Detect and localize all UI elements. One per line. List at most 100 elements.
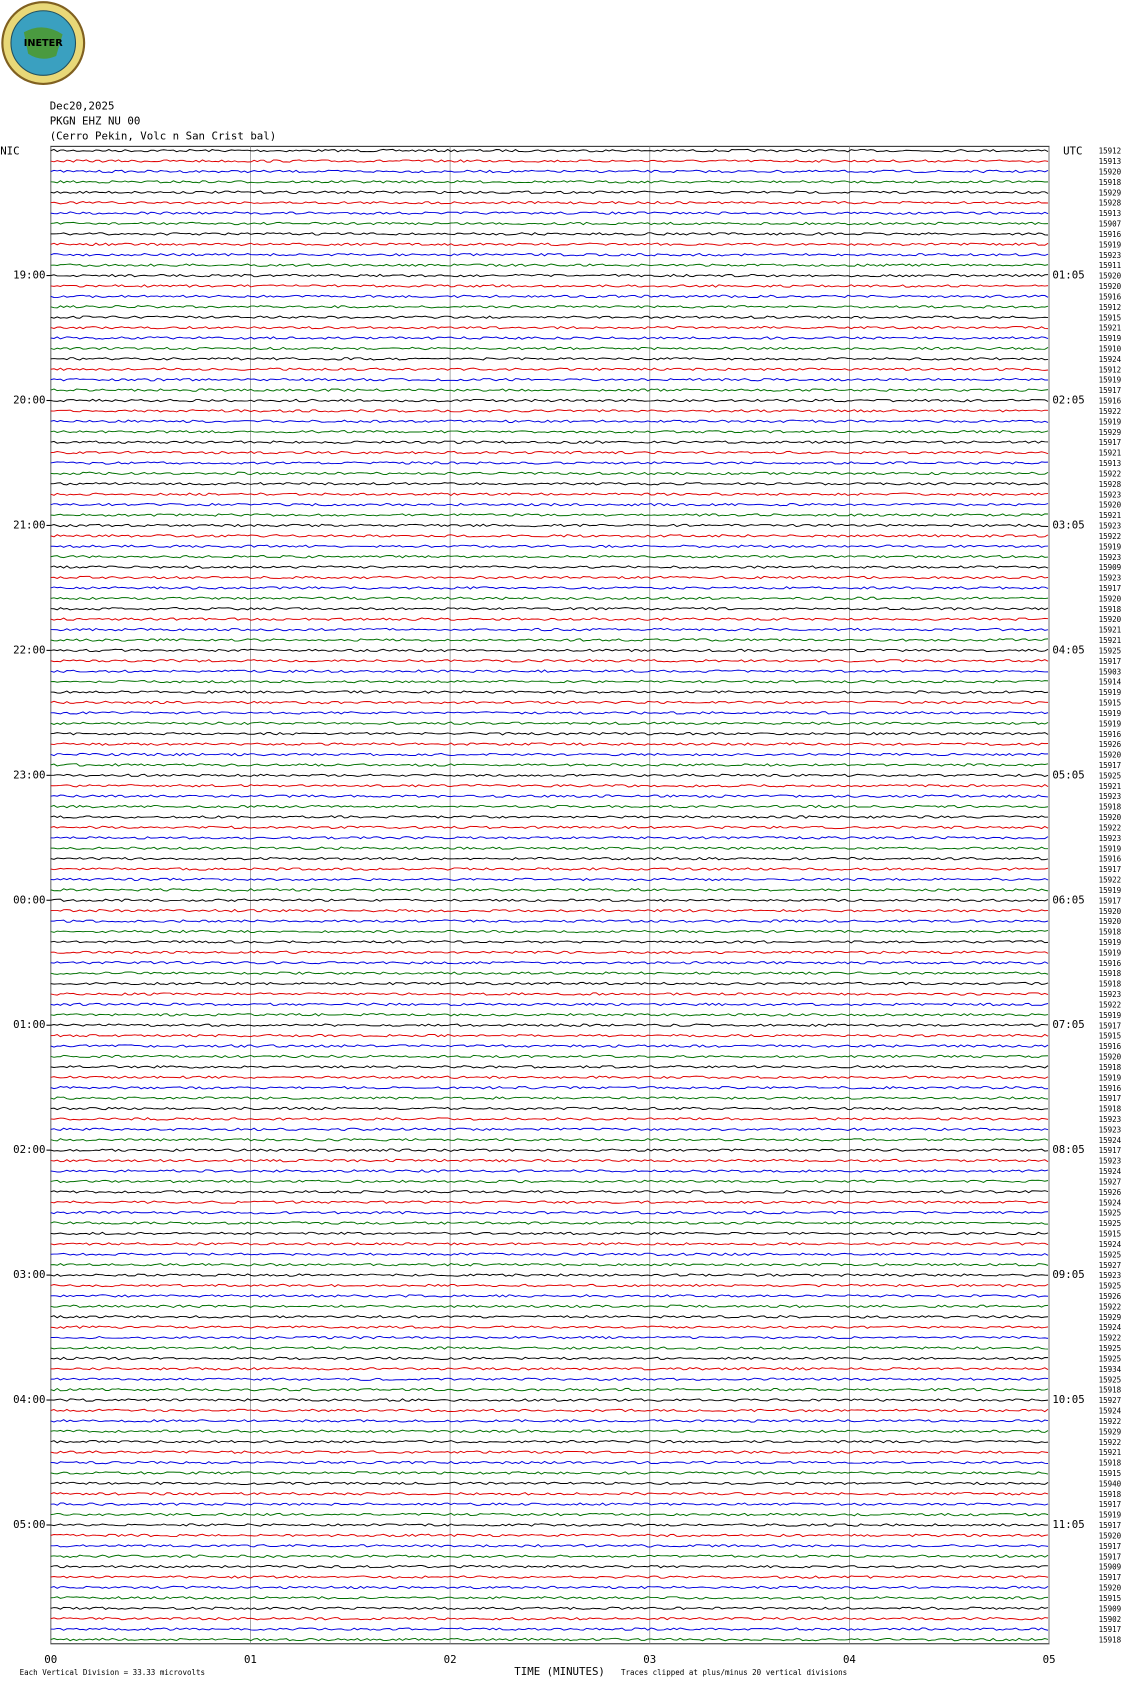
- trace: [50, 648, 1049, 653]
- trace: [50, 1023, 1049, 1027]
- trace: [50, 731, 1049, 736]
- trace: [50, 180, 1049, 184]
- trace-value: 15927: [1099, 1177, 1122, 1186]
- trace-value: 15919: [1099, 886, 1122, 895]
- trace: [50, 700, 1049, 705]
- trace-value: 15913: [1099, 209, 1122, 218]
- trace-value: 15922: [1099, 1302, 1122, 1311]
- trace-value: 15923: [1099, 490, 1122, 499]
- trace: [50, 1210, 1049, 1215]
- trace-value: 15920: [1099, 907, 1122, 916]
- trace: [50, 1439, 1049, 1444]
- left-time-label: 21:00: [13, 518, 45, 531]
- trace-value: 15929: [1099, 1313, 1122, 1322]
- trace-value: 15916: [1099, 230, 1122, 239]
- trace: [50, 1169, 1049, 1173]
- right-time-label: 01:05: [1052, 269, 1084, 282]
- trace: [50, 1492, 1049, 1496]
- trace: [50, 263, 1049, 267]
- trace: [50, 315, 1049, 319]
- trace-value: 15925: [1099, 1354, 1122, 1363]
- trace-value: 15919: [1099, 240, 1122, 249]
- trace: [50, 877, 1049, 882]
- trace: [50, 961, 1049, 965]
- trace-value: 15916: [1099, 1084, 1122, 1093]
- trace-value: 15920: [1099, 168, 1122, 177]
- trace: [50, 461, 1049, 465]
- trace: [50, 617, 1049, 621]
- trace-value: 15920: [1099, 1584, 1122, 1593]
- trace-value: 15925: [1099, 771, 1122, 780]
- trace: [50, 1117, 1049, 1121]
- trace: [50, 971, 1049, 975]
- trace: [50, 430, 1049, 434]
- trace-value: 15924: [1099, 1240, 1122, 1249]
- trace: [50, 1627, 1049, 1631]
- trace: [50, 346, 1049, 351]
- trace-value: 15907: [1099, 220, 1122, 229]
- trace: [50, 409, 1049, 413]
- trace-value: 15915: [1099, 1230, 1122, 1239]
- trace-value: 15909: [1099, 1604, 1122, 1613]
- trace: [50, 1221, 1049, 1225]
- x-tick-label: 05: [1043, 1653, 1056, 1666]
- trace-value: 15920: [1099, 813, 1122, 822]
- trace-value: 15924: [1099, 1198, 1122, 1207]
- trace: [50, 1356, 1049, 1361]
- trace: [50, 148, 1049, 153]
- footer-note: Traces clipped at plus/minus 20 vertical…: [621, 1668, 847, 1677]
- trace-value: 15924: [1099, 355, 1122, 364]
- logo-text: INETER: [24, 38, 64, 49]
- trace: [50, 1637, 1049, 1642]
- trace: [50, 565, 1049, 569]
- trace: [50, 1617, 1049, 1621]
- trace: [50, 482, 1049, 486]
- trace-value: 15924: [1099, 1167, 1122, 1176]
- trace-value: 15920: [1099, 272, 1122, 281]
- trace: [50, 1398, 1049, 1402]
- trace-value: 15922: [1099, 823, 1122, 832]
- trace-value: 15918: [1099, 1386, 1122, 1395]
- trace: [50, 596, 1049, 600]
- trace: [50, 252, 1049, 257]
- trace-value: 15917: [1099, 584, 1122, 593]
- trace: [50, 325, 1049, 330]
- x-tick-label: 04: [843, 1653, 856, 1666]
- trace-value: 15921: [1099, 636, 1122, 645]
- trace-value: 15914: [1099, 678, 1122, 687]
- trace-value: 15922: [1099, 876, 1122, 885]
- trace: [50, 1367, 1049, 1371]
- trace: [50, 575, 1049, 580]
- trace: [50, 398, 1049, 403]
- trace: [50, 544, 1049, 549]
- trace-value: 15917: [1099, 1021, 1122, 1030]
- left-time-label: 23:00: [13, 768, 45, 781]
- trace: [50, 1262, 1049, 1267]
- trace-value: 15918: [1099, 969, 1122, 978]
- trace: [50, 1075, 1049, 1079]
- trace: [50, 1013, 1049, 1017]
- x-tick-label: 01: [244, 1653, 257, 1666]
- trace-value: 15921: [1099, 1448, 1122, 1457]
- trace: [50, 1283, 1049, 1288]
- trace: [50, 815, 1049, 819]
- trace: [50, 1294, 1049, 1298]
- trace: [50, 200, 1049, 205]
- trace-value: 15909: [1099, 1563, 1122, 1572]
- trace: [50, 1179, 1049, 1184]
- trace-value: 15917: [1099, 1500, 1122, 1509]
- trace-value: 15920: [1099, 1531, 1122, 1540]
- trace: [50, 711, 1049, 715]
- trace: [50, 1335, 1049, 1340]
- trace: [50, 1190, 1049, 1194]
- trace-value: 15917: [1099, 438, 1122, 447]
- trace-value: 15917: [1099, 1573, 1122, 1582]
- trace-value: 15926: [1099, 1188, 1122, 1197]
- trace-value: 15925: [1099, 1344, 1122, 1353]
- trace: [50, 783, 1049, 788]
- trace-value: 15902: [1099, 1615, 1122, 1624]
- trace: [50, 919, 1049, 923]
- trace: [50, 1606, 1049, 1611]
- trace: [50, 1544, 1049, 1548]
